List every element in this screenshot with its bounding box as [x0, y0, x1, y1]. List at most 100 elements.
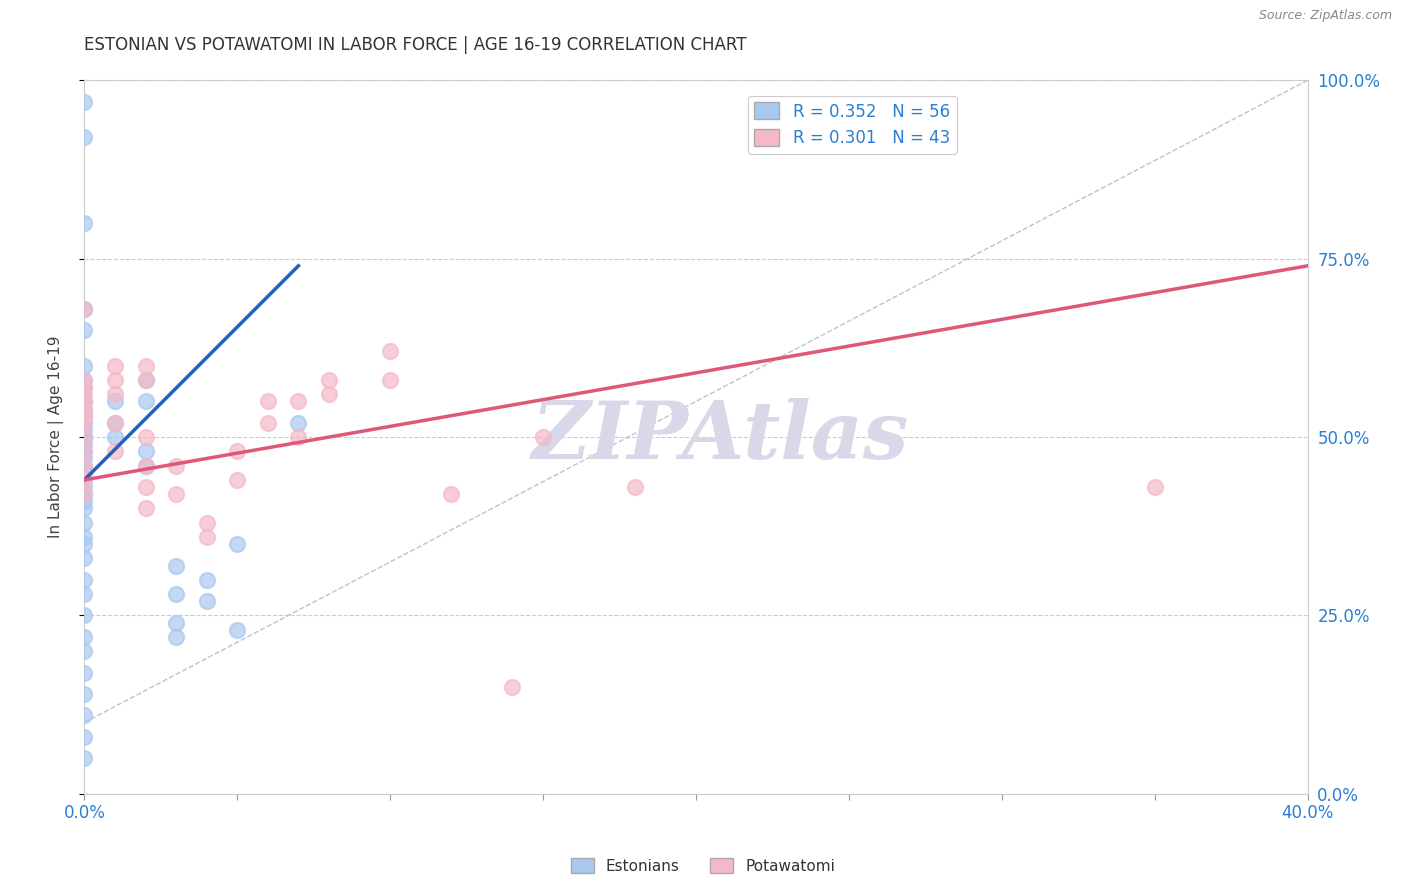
Point [318, 387, 340, 401]
Point [73, 487, 96, 501]
Point [1143, 480, 1166, 494]
Point [73, 387, 96, 401]
Text: ZIPAtlas: ZIPAtlas [531, 399, 910, 475]
Point [73, 473, 96, 487]
Point [135, 359, 157, 373]
Point [287, 416, 309, 430]
Point [104, 373, 127, 387]
Point [73, 516, 96, 530]
Point [104, 416, 127, 430]
Point [73, 301, 96, 316]
Point [73, 458, 96, 473]
Point [73, 323, 96, 337]
Point [165, 487, 187, 501]
Point [165, 630, 187, 644]
Point [73, 630, 96, 644]
Point [257, 394, 280, 409]
Point [73, 466, 96, 480]
Point [73, 480, 96, 494]
Point [287, 394, 309, 409]
Point [135, 430, 157, 444]
Point [257, 416, 280, 430]
Point [104, 444, 127, 458]
Point [73, 401, 96, 416]
Point [226, 473, 249, 487]
Point [73, 416, 96, 430]
Point [73, 451, 96, 466]
Point [195, 516, 218, 530]
Point [73, 380, 96, 394]
Point [104, 394, 127, 409]
Point [195, 530, 218, 544]
Point [73, 551, 96, 566]
Point [440, 487, 463, 501]
Point [73, 751, 96, 765]
Point [531, 430, 554, 444]
Point [73, 501, 96, 516]
Point [73, 730, 96, 744]
Point [73, 494, 96, 508]
Point [165, 587, 187, 601]
Legend: R = 0.352   N = 56, R = 0.301   N = 43: R = 0.352 N = 56, R = 0.301 N = 43 [748, 95, 956, 153]
Point [226, 623, 249, 637]
Point [73, 573, 96, 587]
Point [73, 301, 96, 316]
Point [73, 430, 96, 444]
Point [73, 416, 96, 430]
Point [135, 480, 157, 494]
Point [73, 373, 96, 387]
Point [135, 373, 157, 387]
Point [287, 430, 309, 444]
Point [73, 687, 96, 701]
Point [318, 373, 340, 387]
Point [165, 558, 187, 573]
Point [73, 394, 96, 409]
Point [135, 458, 157, 473]
Point [73, 437, 96, 451]
Point [195, 594, 218, 608]
Point [104, 430, 127, 444]
Point [165, 458, 187, 473]
Point [104, 416, 127, 430]
Point [104, 359, 127, 373]
Point [135, 501, 157, 516]
Point [73, 530, 96, 544]
Point [73, 394, 96, 409]
Point [165, 615, 187, 630]
Text: Source: ZipAtlas.com: Source: ZipAtlas.com [1258, 9, 1392, 22]
Point [73, 444, 96, 458]
Point [502, 680, 524, 694]
Point [73, 380, 96, 394]
Point [73, 458, 96, 473]
Point [135, 444, 157, 458]
Point [226, 537, 249, 551]
Point [73, 130, 96, 145]
Point [73, 95, 96, 109]
Point [73, 423, 96, 437]
Point [73, 608, 96, 623]
Point [73, 537, 96, 551]
Point [73, 373, 96, 387]
Point [73, 394, 96, 409]
Point [73, 409, 96, 423]
Point [73, 401, 96, 416]
Point [73, 444, 96, 458]
Point [73, 216, 96, 230]
Point [135, 394, 157, 409]
Point [73, 430, 96, 444]
Point [380, 344, 402, 359]
Point [73, 409, 96, 423]
Point [73, 644, 96, 658]
Point [624, 480, 647, 494]
Point [195, 573, 218, 587]
Point [73, 587, 96, 601]
Point [104, 387, 127, 401]
Point [380, 373, 402, 387]
Y-axis label: In Labor Force | Age 16-19: In Labor Force | Age 16-19 [48, 335, 63, 539]
Point [226, 444, 249, 458]
Point [73, 473, 96, 487]
Point [73, 708, 96, 723]
Point [135, 458, 157, 473]
Point [73, 487, 96, 501]
Point [135, 373, 157, 387]
